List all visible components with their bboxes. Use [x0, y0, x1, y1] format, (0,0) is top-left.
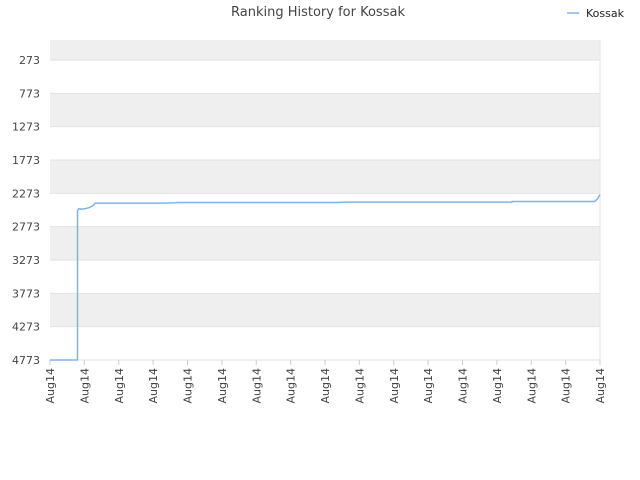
plot-band	[50, 60, 600, 94]
x-tick-label: Aug14	[560, 368, 573, 403]
y-axis-ticks: 273 773 1273 1773 2273 2773 3273 3773 4273 4773	[12, 54, 40, 367]
plot-band	[50, 226, 600, 260]
x-tick-label: Aug14	[594, 368, 607, 403]
x-tick-label: Aug14	[44, 368, 57, 403]
x-tick-label: Aug14	[78, 368, 91, 403]
x-tick-label: Aug14	[285, 368, 298, 403]
x-tick-label: Aug14	[216, 368, 229, 403]
x-tick-label: Aug14	[182, 368, 195, 403]
plot-band	[50, 126, 600, 160]
x-tick-label: Aug14	[457, 368, 470, 403]
series-line-kossak[interactable]	[50, 194, 601, 361]
y-tick-label: 4773	[12, 354, 40, 367]
x-tick-label: Aug14	[491, 368, 504, 403]
y-tick-label: 273	[19, 54, 40, 67]
x-tick-label: Aug14	[388, 368, 401, 403]
plot-band	[50, 293, 600, 327]
grid-lines	[50, 40, 601, 361]
chart-title: Ranking History for Kossak	[231, 5, 405, 20]
series-layer	[50, 194, 601, 361]
y-tick-label: 773	[19, 87, 40, 100]
x-tick-label: Aug14	[319, 368, 332, 403]
y-tick-label: 1273	[12, 121, 40, 134]
x-tick-label: Aug14	[525, 368, 538, 403]
plot-band	[50, 160, 600, 194]
plot-band	[50, 326, 600, 360]
plot-band	[50, 193, 600, 227]
y-tick-label: 3273	[12, 254, 40, 267]
x-tick-label: Aug14	[250, 368, 263, 403]
y-tick-label: 4273	[12, 321, 40, 334]
x-tick-label: Aug14	[353, 368, 366, 403]
y-tick-label: 1773	[12, 154, 40, 167]
y-tick-label: 3773	[12, 287, 40, 300]
x-tick-label: Aug14	[422, 368, 435, 403]
plot-bands	[50, 40, 600, 360]
x-axis-ticks: Aug14 Aug14 Aug14 Aug14 Aug14 Aug14 Aug14 Aug14…	[44, 360, 607, 403]
x-tick-label: Aug14	[147, 368, 160, 403]
x-tick-label: Aug14	[113, 368, 126, 403]
legend-label: Kossak	[586, 7, 625, 20]
y-tick-label: 2773	[12, 221, 40, 234]
y-tick-label: 2273	[12, 187, 40, 200]
plot-band	[50, 93, 600, 127]
plot-band	[50, 40, 600, 60]
legend[interactable]: Kossak	[567, 7, 625, 20]
plot-band	[50, 260, 600, 294]
